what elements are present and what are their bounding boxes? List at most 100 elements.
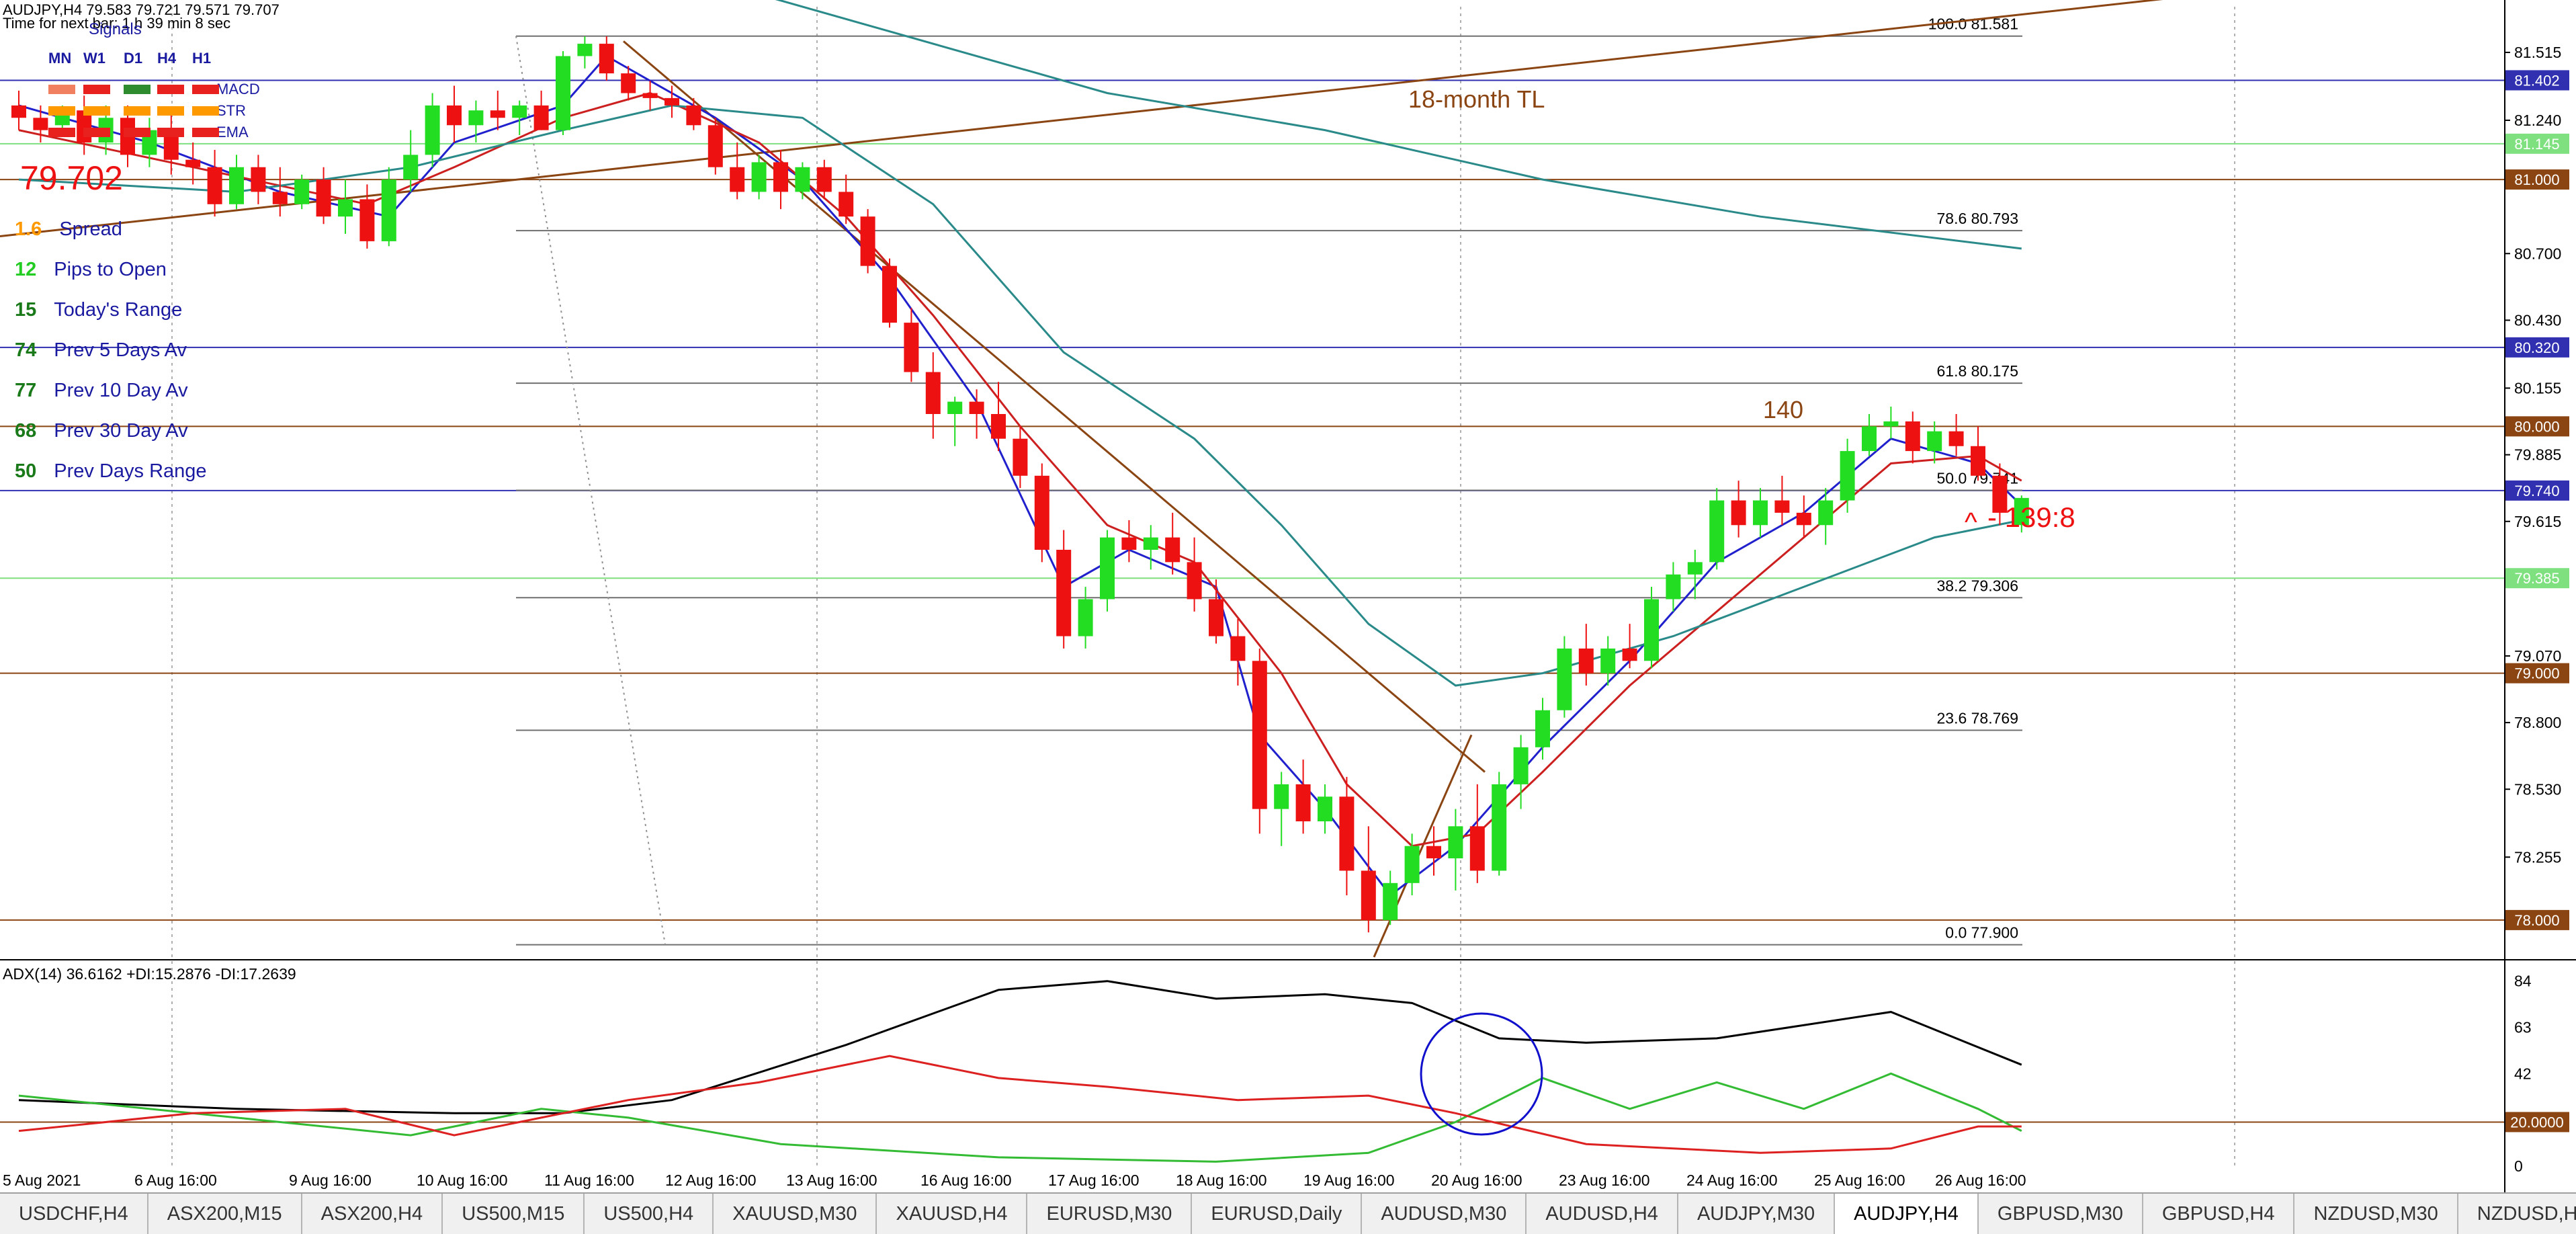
stat-value: 50 (15, 460, 37, 482)
tab-us500-m15[interactable]: US500,M15 (443, 1194, 585, 1234)
signal-cell (192, 85, 219, 94)
candle-body (512, 105, 527, 118)
time-label: 16 Aug 16:00 (920, 1171, 1012, 1189)
tab-xauusd-m30[interactable]: XAUUSD,M30 (714, 1194, 877, 1234)
candle-body (1535, 710, 1550, 747)
level-price-label: 80.000 (2514, 418, 2559, 435)
tab-nzdusd-h4[interactable]: NZDUSD,H4 (2458, 1194, 2576, 1234)
time-label: 24 Aug 16:00 (1686, 1171, 1778, 1189)
candle-body (1818, 500, 1834, 526)
level-price-box (2505, 70, 2569, 91)
tab-gbpusd-h4[interactable]: GBPUSD,H4 (2143, 1194, 2295, 1234)
candle-body (1578, 648, 1594, 673)
candle-body (1318, 796, 1332, 821)
adx-panel: 20.0000 84 63 42 0 (0, 959, 2576, 1175)
signal-tf: W1 (83, 50, 105, 67)
tab-xauusd-h4[interactable]: XAUUSD,H4 (877, 1194, 1028, 1234)
level-price-label: 79.000 (2514, 665, 2559, 682)
time-label: 9 Aug 16:00 (289, 1171, 372, 1189)
level-price-box (2505, 416, 2569, 437)
candle-body (969, 401, 984, 414)
signal-cell (48, 106, 75, 116)
symbol-header: AUDJPY,H4 79.583 79.721 79.571 79.707 (3, 1, 280, 18)
price-chart[interactable]: 81.402 81.145 81.000 80.320 80.000 79.740 79.3… (0, 0, 2576, 1192)
candle-body (1165, 537, 1180, 563)
signal-cell (48, 85, 75, 94)
candle-body (1557, 648, 1572, 710)
candle-body (991, 414, 1006, 439)
candle-body (707, 125, 723, 167)
price-tick-label: 81.240 (2514, 112, 2561, 129)
fib-label: 78.6 80.793 (1936, 210, 2018, 227)
level-price-label: 80.320 (2514, 339, 2559, 356)
stat-todays-range: 15 Today's Range (15, 299, 182, 321)
stat-value: 68 (15, 420, 37, 442)
tab-audusd-h4[interactable]: AUDUSD,H4 (1527, 1194, 1678, 1234)
adx-line (18, 980, 2022, 1114)
candlesticks (11, 36, 2029, 933)
candle-body (1731, 500, 1746, 526)
time-label: 10 Aug 16:00 (417, 1171, 508, 1189)
level-price-box (2505, 568, 2569, 589)
candle-body (359, 199, 375, 241)
candle-body (1404, 846, 1420, 883)
candle-body (1295, 784, 1311, 821)
candle-body (1948, 431, 1964, 446)
tab-audjpy-m30[interactable]: AUDJPY,M30 (1678, 1194, 1836, 1234)
time-label: 26 Aug 16:00 (1935, 1171, 2026, 1189)
price-tick-label: 81.515 (2514, 44, 2561, 61)
candle-body (207, 167, 222, 204)
fib-label: 0.0 77.900 (1945, 924, 2018, 942)
time-label: 23 Aug 16:00 (1559, 1171, 1650, 1189)
axes: 81.515 81.240 80.700 80.430 80.155 79.885 79.6… (3, 0, 2561, 1192)
tab-asx200-m15[interactable]: ASX200,M15 (148, 1194, 302, 1234)
candle-body (1709, 500, 1725, 563)
time-label: 5 Aug 2021 (3, 1171, 81, 1189)
vertical-grid (171, 7, 2235, 1166)
signal-cell (124, 106, 151, 116)
fib-label: 61.8 80.175 (1936, 362, 2018, 380)
candle-body (403, 155, 419, 180)
candle-body (1600, 648, 1616, 673)
adx-tick-label: 0 (2514, 1157, 2523, 1175)
tab-audusd-m30[interactable]: AUDUSD,M30 (1362, 1194, 1527, 1234)
price-tick-label: 79.885 (2514, 446, 2561, 464)
candle-body (686, 105, 701, 126)
stat-value: 1.6 (15, 218, 42, 240)
level-price-box (2505, 133, 2569, 154)
price-marker-icon: ^ (1965, 507, 1977, 537)
candle-body (1774, 500, 1790, 513)
level-price-label: 81.145 (2514, 136, 2559, 153)
candle-body (381, 179, 396, 241)
candle-body (1361, 870, 1376, 920)
tab-nzdusd-m30[interactable]: NZDUSD,M30 (2294, 1194, 2458, 1234)
stat-label: Spread (59, 218, 122, 240)
signals-title: Signals (89, 20, 142, 38)
tab-usdchf-h4[interactable]: USDCHF,H4 (0, 1194, 148, 1234)
time-label: 6 Aug 16:00 (134, 1171, 217, 1189)
time-label: 18 Aug 16:00 (1176, 1171, 1267, 1189)
tab-audjpy-h4[interactable]: AUDJPY,H4 (1835, 1194, 1979, 1234)
candle-body (577, 44, 593, 56)
candle-body (1927, 431, 1942, 452)
current-price-large: 79.702 (20, 159, 123, 197)
tab-us500-h4[interactable]: US500,H4 (585, 1194, 714, 1234)
tab-eurusd-daily[interactable]: EURUSD,Daily (1192, 1194, 1363, 1234)
candle-body (1883, 421, 1899, 427)
signal-cell (83, 85, 110, 94)
candle-body (229, 167, 244, 204)
candle-body (1469, 826, 1485, 871)
level-price-label: 79.740 (2514, 483, 2559, 499)
signal-cell (192, 106, 219, 116)
tab-gbpusd-m30[interactable]: GBPUSD,M30 (1979, 1194, 2143, 1234)
tab-asx200-h4[interactable]: ASX200,H4 (302, 1194, 443, 1234)
candle-body (882, 265, 897, 323)
stat-prev-30-days: 68 Prev 30 Day Av (15, 420, 188, 442)
horizontal-levels: 81.402 81.145 81.000 80.320 80.000 79.740 79.3… (0, 70, 2569, 930)
tab-eurusd-m30[interactable]: EURUSD,M30 (1027, 1194, 1193, 1234)
candle-body (1862, 426, 1877, 452)
candle-body (1013, 438, 1028, 476)
adx-level-label: 20.0000 (2510, 1114, 2564, 1130)
signal-cell (48, 128, 75, 137)
annotations: 18-month TL 140 - 139:8 ^ (1408, 85, 2075, 537)
